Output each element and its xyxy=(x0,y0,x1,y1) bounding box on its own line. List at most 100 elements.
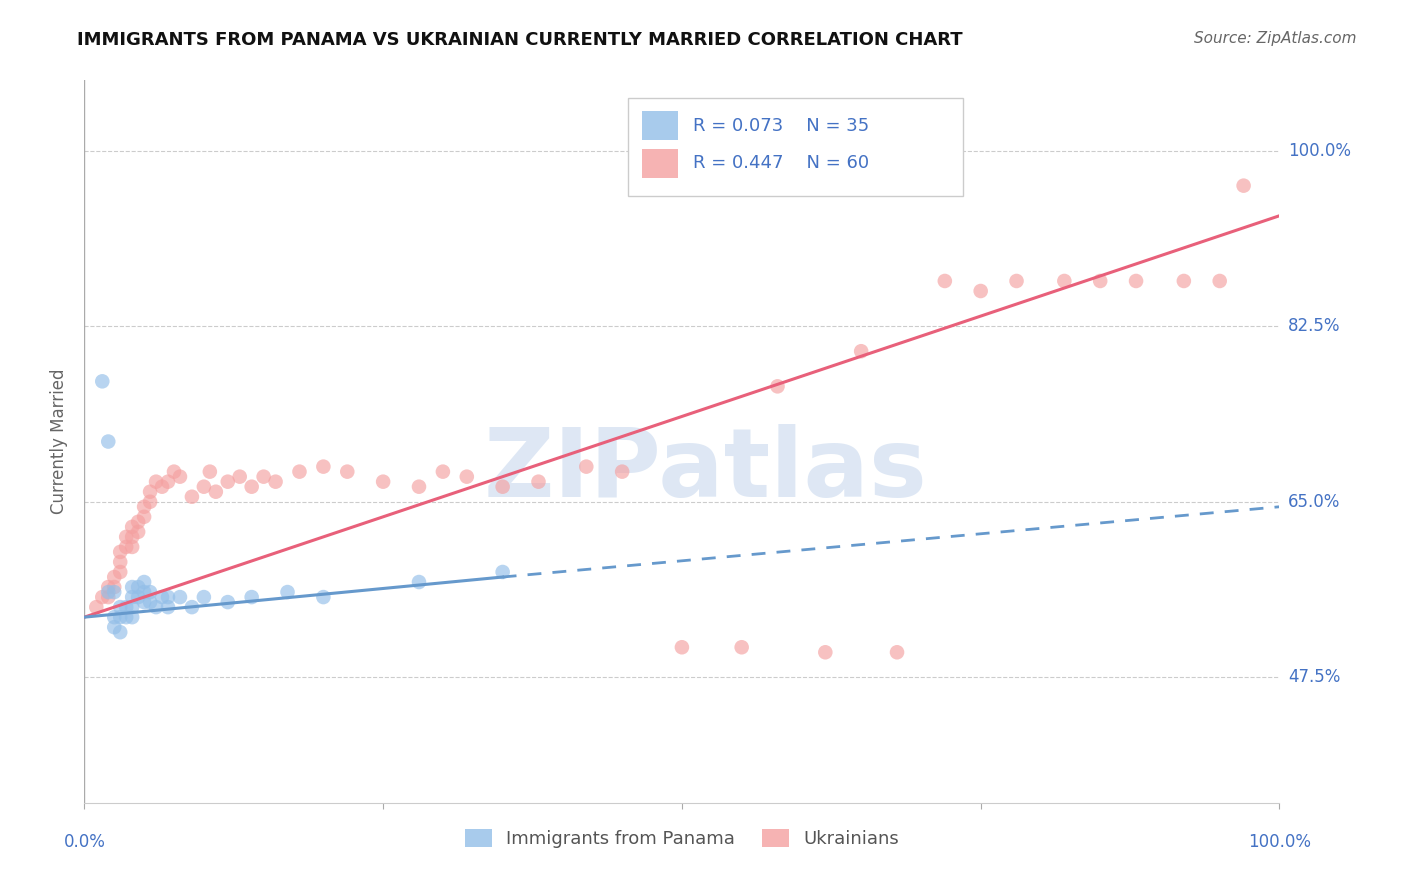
Point xyxy=(1090,274,1112,288)
Point xyxy=(103,585,125,599)
Point xyxy=(312,459,335,474)
Point xyxy=(157,475,180,489)
Point xyxy=(139,484,162,499)
Point xyxy=(91,590,114,604)
Point xyxy=(115,600,138,615)
Point xyxy=(115,610,138,624)
Point xyxy=(217,475,239,489)
Point xyxy=(970,284,993,298)
Point xyxy=(91,375,114,389)
Point xyxy=(240,480,263,494)
Text: IMMIGRANTS FROM PANAMA VS UKRAINIAN CURRENTLY MARRIED CORRELATION CHART: IMMIGRANTS FROM PANAMA VS UKRAINIAN CURR… xyxy=(77,31,963,49)
Point xyxy=(288,465,311,479)
Point xyxy=(193,480,215,494)
Point xyxy=(103,570,125,584)
Point xyxy=(121,530,143,544)
Point xyxy=(1005,274,1028,288)
Point xyxy=(97,590,120,604)
Point xyxy=(115,540,138,554)
Point xyxy=(229,469,252,483)
Point xyxy=(1125,274,1147,288)
Point xyxy=(886,645,908,659)
Point xyxy=(193,590,215,604)
Text: 47.5%: 47.5% xyxy=(1288,668,1340,686)
Point xyxy=(814,645,837,659)
Point xyxy=(934,274,956,288)
Point xyxy=(110,565,132,579)
Text: 100.0%: 100.0% xyxy=(1288,142,1351,160)
Point xyxy=(103,610,125,624)
Text: R = 0.447    N = 60: R = 0.447 N = 60 xyxy=(693,154,869,172)
Point xyxy=(150,590,173,604)
Y-axis label: Currently Married: Currently Married xyxy=(49,368,67,515)
Text: Source: ZipAtlas.com: Source: ZipAtlas.com xyxy=(1194,31,1357,46)
Point xyxy=(103,620,125,634)
Point xyxy=(731,640,754,655)
Point xyxy=(1209,274,1232,288)
Point xyxy=(373,475,395,489)
Point xyxy=(139,595,162,609)
Point xyxy=(851,344,873,359)
Text: 0.0%: 0.0% xyxy=(63,833,105,851)
Point xyxy=(97,434,120,449)
Point xyxy=(456,469,478,483)
FancyBboxPatch shape xyxy=(643,112,678,140)
Point xyxy=(145,475,167,489)
Point xyxy=(157,600,180,615)
Point xyxy=(139,585,162,599)
Point xyxy=(132,595,156,609)
Point xyxy=(277,585,299,599)
Point xyxy=(127,580,149,594)
Text: ZIPatlas: ZIPatlas xyxy=(484,424,928,517)
Point xyxy=(132,575,156,590)
Point xyxy=(766,379,789,393)
Point xyxy=(1053,274,1076,288)
Point xyxy=(127,515,149,529)
Point xyxy=(132,509,156,524)
Point xyxy=(127,524,149,539)
Point xyxy=(432,465,454,479)
Point xyxy=(145,600,167,615)
Text: R = 0.073    N = 35: R = 0.073 N = 35 xyxy=(693,117,869,135)
Point xyxy=(121,590,143,604)
Point xyxy=(121,540,143,554)
Point xyxy=(97,585,120,599)
Point xyxy=(169,469,191,483)
Point xyxy=(157,590,180,604)
Text: 65.0%: 65.0% xyxy=(1288,492,1340,511)
Point xyxy=(121,600,143,615)
Point xyxy=(408,575,430,590)
Point xyxy=(205,484,228,499)
Point xyxy=(181,490,204,504)
Point xyxy=(110,625,132,640)
Point xyxy=(121,580,143,594)
Point xyxy=(264,475,287,489)
Point xyxy=(408,480,430,494)
Point xyxy=(121,610,143,624)
Point xyxy=(1233,178,1256,193)
Point xyxy=(163,465,186,479)
Point xyxy=(575,459,598,474)
FancyBboxPatch shape xyxy=(643,149,678,178)
Point xyxy=(110,555,132,569)
Point xyxy=(527,475,550,489)
Text: 100.0%: 100.0% xyxy=(1249,833,1310,851)
Point xyxy=(132,500,156,514)
Point xyxy=(1173,274,1195,288)
Point xyxy=(132,585,156,599)
Point xyxy=(198,465,221,479)
FancyBboxPatch shape xyxy=(628,98,963,196)
Point xyxy=(312,590,335,604)
Point xyxy=(492,565,515,579)
Legend: Immigrants from Panama, Ukrainians: Immigrants from Panama, Ukrainians xyxy=(457,822,907,855)
Point xyxy=(121,520,143,534)
Point xyxy=(127,590,149,604)
Point xyxy=(110,610,132,624)
Point xyxy=(253,469,276,483)
Point xyxy=(97,580,120,594)
Point xyxy=(169,590,191,604)
Point xyxy=(86,600,108,615)
Text: 82.5%: 82.5% xyxy=(1288,318,1340,335)
Point xyxy=(115,530,138,544)
Point xyxy=(492,480,515,494)
